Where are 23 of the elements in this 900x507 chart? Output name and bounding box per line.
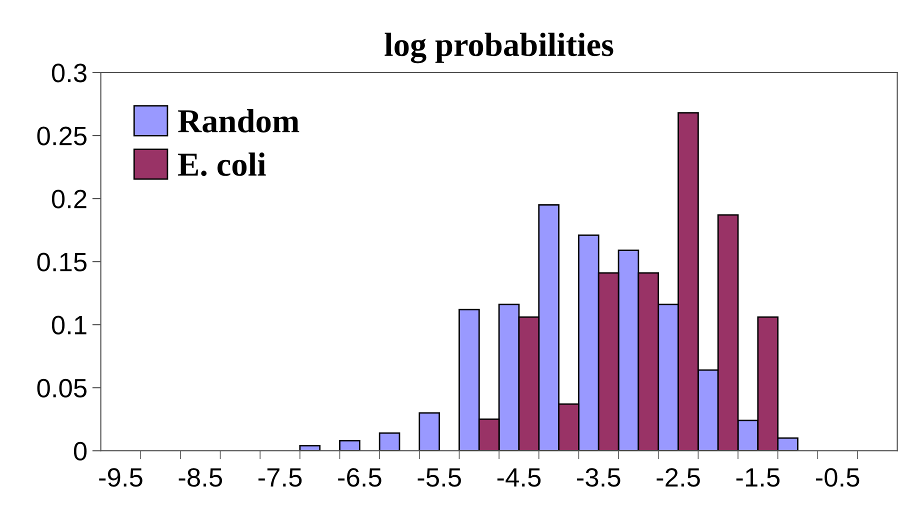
x-tick-label: -1.5 [736, 468, 780, 487]
x-tick-label: -8.5 [178, 468, 222, 487]
y-tick-label: 0.3 [52, 64, 86, 82]
legend-label: E. coli [178, 152, 266, 176]
bar [418, 412, 440, 451]
y-tick-label: 0.05 [37, 378, 87, 398]
x-tick-label: -5.5 [418, 468, 461, 487]
x-tick-label: -0.5 [816, 468, 860, 487]
bar [339, 440, 360, 451]
chart-title: log probabilities [384, 32, 614, 64]
x-tick-label: -3.5 [577, 468, 620, 487]
y-tick-label: 0.15 [37, 252, 87, 272]
y-tick-label: 0.1 [52, 316, 86, 334]
y-tick-label: 0.2 [52, 190, 86, 208]
legend-label: Random [178, 109, 300, 132]
x-tick-label: -4.5 [497, 468, 541, 487]
x-tick-label: -6.5 [338, 468, 382, 487]
bar [378, 432, 400, 451]
x-tick-label: -9.5 [99, 468, 142, 487]
x-tick-label: -2.5 [656, 468, 700, 487]
y-tick-label: 0 [74, 442, 87, 461]
x-tick-label: -7.5 [258, 468, 302, 487]
y-tick-label: 0.25 [37, 126, 87, 146]
